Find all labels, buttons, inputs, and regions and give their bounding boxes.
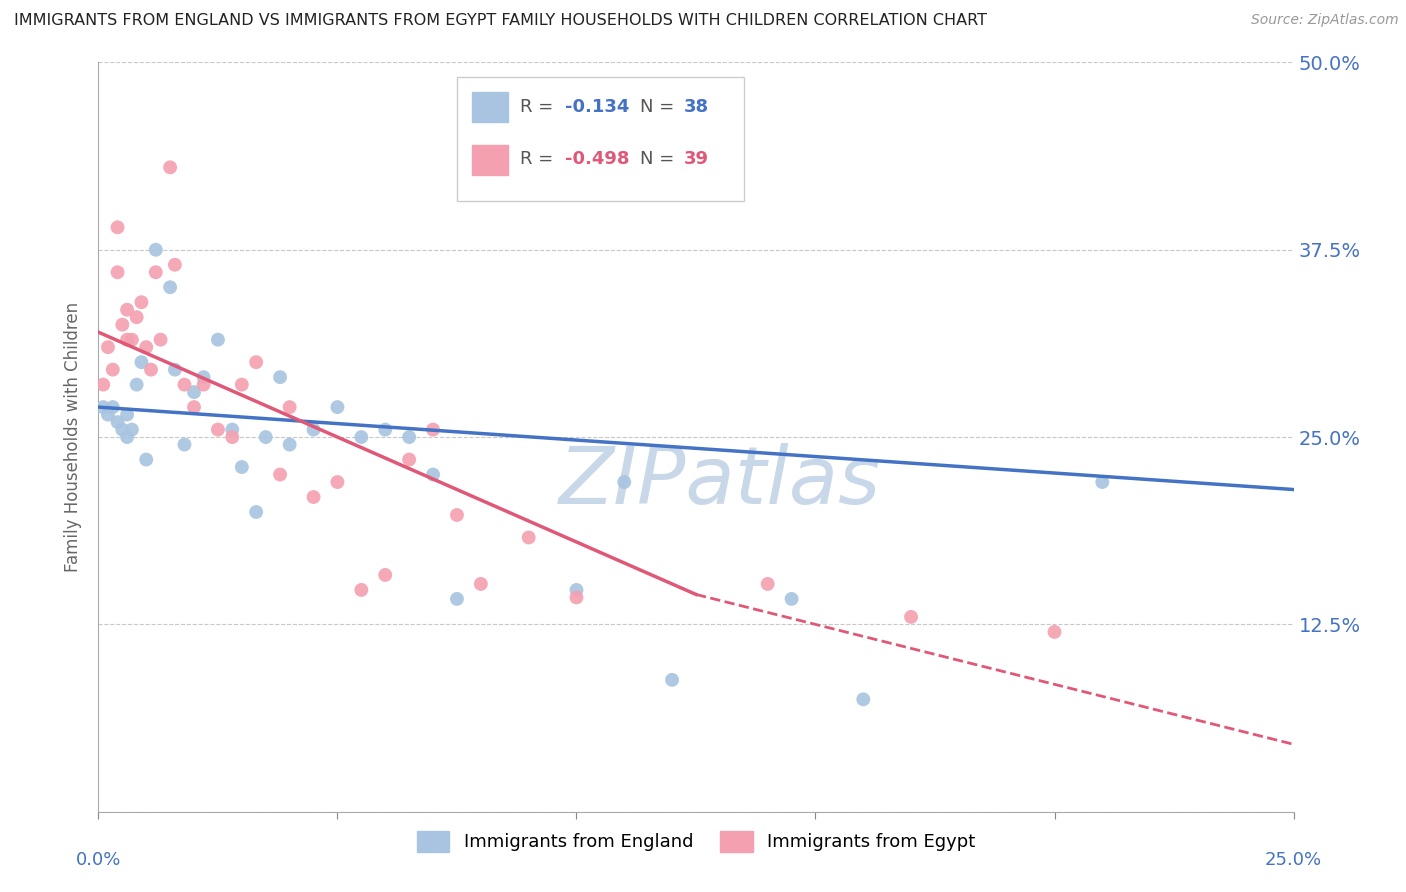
Point xyxy=(278,437,301,451)
Point xyxy=(302,423,325,437)
Point xyxy=(173,377,195,392)
Point xyxy=(97,408,120,422)
Point xyxy=(193,377,215,392)
Point xyxy=(422,423,444,437)
Point xyxy=(661,673,683,687)
Point xyxy=(350,582,373,597)
Text: 38: 38 xyxy=(685,97,709,116)
Point xyxy=(91,377,114,392)
Point xyxy=(422,467,444,482)
Point xyxy=(145,265,167,279)
Point xyxy=(183,400,205,414)
Point xyxy=(183,385,205,400)
Text: -0.498: -0.498 xyxy=(565,150,628,168)
Point xyxy=(852,692,875,706)
Point xyxy=(193,370,215,384)
Point xyxy=(101,400,124,414)
Point xyxy=(135,340,157,354)
Point xyxy=(374,568,396,582)
Point xyxy=(780,591,803,606)
FancyBboxPatch shape xyxy=(472,93,509,122)
Text: IMMIGRANTS FROM ENGLAND VS IMMIGRANTS FROM EGYPT FAMILY HOUSEHOLDS WITH CHILDREN: IMMIGRANTS FROM ENGLAND VS IMMIGRANTS FR… xyxy=(14,13,987,29)
Point xyxy=(159,280,181,294)
Point xyxy=(326,400,349,414)
FancyBboxPatch shape xyxy=(472,145,509,175)
Point xyxy=(374,423,396,437)
Text: R =: R = xyxy=(520,150,554,168)
Point xyxy=(278,400,301,414)
Point xyxy=(107,265,129,279)
Point xyxy=(517,531,540,545)
Point xyxy=(145,243,167,257)
Point xyxy=(221,430,243,444)
Text: N =: N = xyxy=(640,97,673,116)
Point xyxy=(900,610,922,624)
Text: Source: ZipAtlas.com: Source: ZipAtlas.com xyxy=(1251,13,1399,28)
Text: N =: N = xyxy=(640,150,673,168)
Point xyxy=(269,370,291,384)
Point xyxy=(163,362,186,376)
Point xyxy=(173,437,195,451)
Point xyxy=(446,591,468,606)
Point xyxy=(115,302,138,317)
FancyBboxPatch shape xyxy=(457,78,744,201)
Point xyxy=(115,430,138,444)
Point xyxy=(115,408,138,422)
Point xyxy=(207,423,229,437)
Point xyxy=(125,310,148,325)
Point xyxy=(269,467,291,482)
Point xyxy=(254,430,277,444)
Point xyxy=(115,333,138,347)
Point xyxy=(470,577,492,591)
Point xyxy=(302,490,325,504)
Point xyxy=(756,577,779,591)
Text: 25.0%: 25.0% xyxy=(1265,851,1322,869)
Point xyxy=(1043,624,1066,639)
Point xyxy=(121,333,143,347)
Point xyxy=(125,377,148,392)
Point xyxy=(613,475,636,489)
Y-axis label: Family Households with Children: Family Households with Children xyxy=(65,302,83,572)
Point xyxy=(446,508,468,522)
Point xyxy=(207,333,229,347)
Point xyxy=(231,377,253,392)
Point xyxy=(163,258,186,272)
Point xyxy=(565,582,588,597)
Point xyxy=(101,362,124,376)
Point xyxy=(350,430,373,444)
Point xyxy=(91,400,114,414)
Point xyxy=(245,355,267,369)
Text: ZIPatlas: ZIPatlas xyxy=(558,443,882,521)
Text: -0.134: -0.134 xyxy=(565,97,628,116)
Point xyxy=(245,505,267,519)
Point xyxy=(565,591,588,605)
Point xyxy=(107,220,129,235)
Point xyxy=(231,460,253,475)
Text: 39: 39 xyxy=(685,150,709,168)
Point xyxy=(107,415,129,429)
Point xyxy=(221,423,243,437)
Point xyxy=(97,340,120,354)
Point xyxy=(398,452,420,467)
Text: R =: R = xyxy=(520,97,554,116)
Point xyxy=(111,423,134,437)
Point xyxy=(398,430,420,444)
Text: 0.0%: 0.0% xyxy=(76,851,121,869)
Point xyxy=(139,362,162,376)
Point xyxy=(135,452,157,467)
Point xyxy=(131,295,153,310)
Point xyxy=(159,161,181,175)
Point xyxy=(121,423,143,437)
Point xyxy=(1091,475,1114,489)
Point xyxy=(494,161,516,175)
Point xyxy=(131,355,153,369)
Point xyxy=(149,333,172,347)
Legend: Immigrants from England, Immigrants from Egypt: Immigrants from England, Immigrants from… xyxy=(409,823,983,859)
Point xyxy=(326,475,349,489)
Point xyxy=(111,318,134,332)
